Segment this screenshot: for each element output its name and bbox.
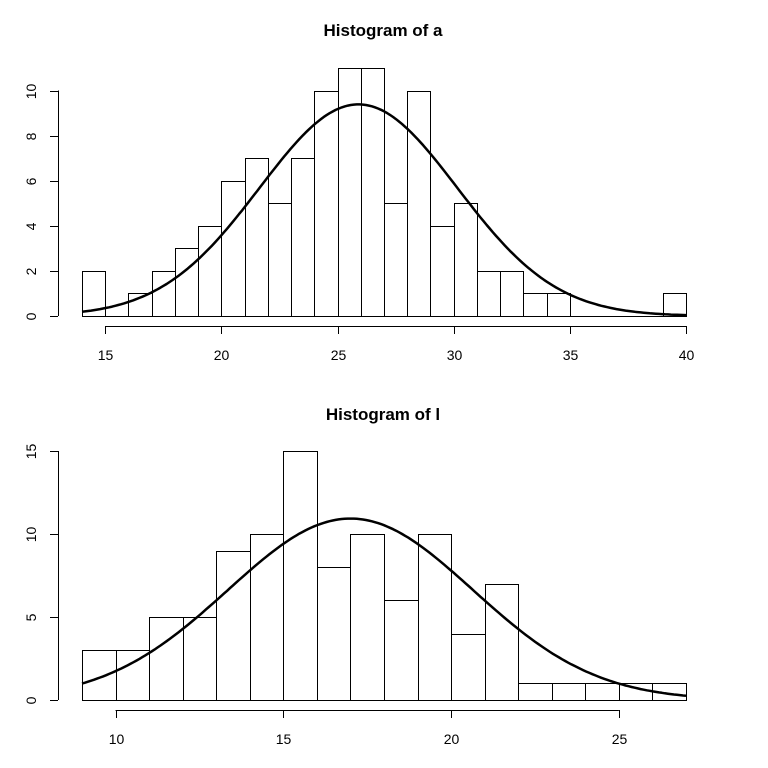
histogram-bar: [221, 181, 246, 317]
histogram-bar: [407, 91, 431, 317]
y-tick-label: 2: [23, 267, 39, 275]
histogram-bar: [552, 683, 586, 701]
bars: [82, 451, 687, 701]
histogram-bar: [268, 203, 292, 317]
y-tick-label: 5: [23, 613, 39, 621]
histogram-bar: [523, 293, 548, 317]
x-tick-label: 25: [331, 347, 347, 363]
chart-title: Histogram of l: [326, 405, 440, 424]
histogram-bar: [585, 683, 620, 701]
x-tick-label: 35: [563, 347, 579, 363]
histogram-bar: [82, 271, 106, 317]
histogram-bar: [454, 203, 478, 317]
x-axis: 15 20 25 30 35 40: [98, 326, 695, 363]
histogram-bar: [361, 68, 385, 317]
y-tick-label: 4: [23, 222, 39, 230]
bars: [82, 68, 687, 317]
x-tick-label: 20: [214, 347, 230, 363]
histogram-bar: [384, 600, 419, 701]
x-tick-label: 30: [447, 347, 463, 363]
x-tick-label: 20: [444, 731, 460, 747]
chart-title: Histogram of a: [323, 21, 443, 40]
histogram-bar: [183, 617, 217, 701]
y-tick-label: 10: [23, 84, 39, 100]
histogram-bar: [547, 293, 571, 317]
histogram-bar: [518, 683, 553, 701]
histogram-bar: [317, 567, 351, 701]
histogram-panel-l: Histogram of l 10 15 20 25 0 5 10 15: [23, 405, 687, 747]
histogram-bar: [418, 534, 452, 701]
histogram-bar: [384, 203, 408, 317]
histogram-bar: [477, 271, 501, 317]
histogram-bar: [291, 158, 315, 317]
histogram-bar: [485, 584, 519, 701]
histogram-bar: [175, 248, 199, 317]
x-axis: 10 15 20 25: [109, 710, 628, 747]
histogram-bar: [116, 650, 150, 701]
x-tick-label: 40: [679, 347, 695, 363]
y-tick-label: 8: [23, 132, 39, 140]
x-tick-label: 15: [98, 347, 114, 363]
histogram-bar: [82, 650, 117, 701]
x-tick-label: 25: [612, 731, 628, 747]
histogram-bar: [350, 534, 385, 701]
histogram-bar: [451, 634, 486, 701]
histogram-panel-a: Histogram of a 15 20 25 30 35 40 0 2 4 6 8 10: [23, 21, 694, 363]
y-axis: 0 5 10 15: [23, 444, 59, 704]
density-curve: [81, 517, 687, 697]
histogram-bar: [314, 91, 339, 317]
x-tick-label: 15: [276, 731, 292, 747]
y-tick-label: 15: [23, 444, 39, 460]
histogram-bar: [663, 293, 687, 317]
histogram-bar: [152, 271, 176, 317]
y-tick-label: 0: [23, 696, 39, 704]
density-curve: [81, 103, 687, 317]
x-tick-label: 10: [109, 731, 125, 747]
y-tick-label: 6: [23, 177, 39, 185]
histogram-bar: [149, 617, 184, 701]
y-tick-label: 10: [23, 527, 39, 543]
histogram-bar: [283, 451, 318, 701]
y-axis: 0 2 4 6 8 10: [23, 84, 59, 320]
histogram-bar: [250, 534, 284, 701]
y-tick-label: 0: [23, 312, 39, 320]
histogram-bar: [500, 271, 524, 317]
histogram-bar: [430, 226, 455, 317]
